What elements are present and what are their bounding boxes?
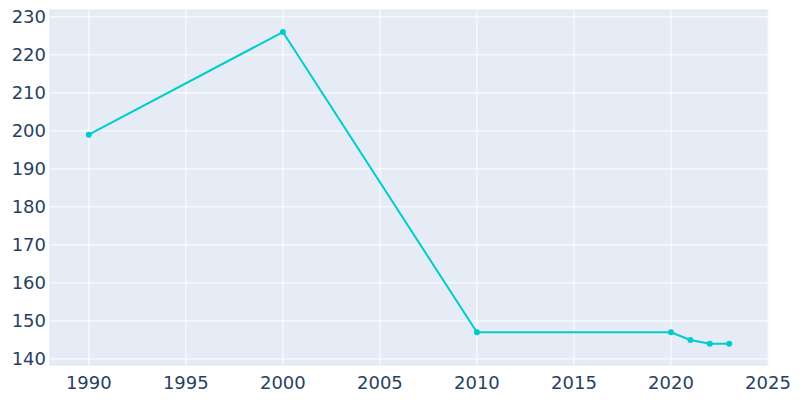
x-tick-label: 2010 <box>454 372 500 393</box>
line <box>89 32 729 344</box>
y-tick-label: 180 <box>12 196 46 217</box>
y-grid-line <box>50 244 768 245</box>
y-tick-label: 220 <box>12 44 46 65</box>
x-grid-line <box>88 10 89 365</box>
x-grid-line <box>185 10 186 365</box>
marker <box>668 329 674 335</box>
chart: 140 150 160 170 180 190 200 210 220 230 1990 1995 20… <box>0 0 800 400</box>
x-grid-line <box>573 10 574 365</box>
marker <box>687 337 693 343</box>
y-grid-line <box>50 54 768 55</box>
x-tick-label: 1990 <box>66 372 112 393</box>
x-tick-label: 2000 <box>260 372 306 393</box>
y-tick-label: 210 <box>12 82 46 103</box>
y-grid-line <box>50 92 768 93</box>
y-grid-line <box>50 16 768 17</box>
y-grid-line <box>50 130 768 131</box>
series-group <box>86 29 732 347</box>
y-grid-line <box>50 206 768 207</box>
y-tick-label: 190 <box>12 158 46 179</box>
y-grid-line <box>50 320 768 321</box>
x-tick-label: 1995 <box>163 372 209 393</box>
y-grid-line <box>50 168 768 169</box>
marker <box>474 329 480 335</box>
y-grid-line <box>50 358 768 359</box>
marker <box>726 341 732 347</box>
y-tick-label: 170 <box>12 234 46 255</box>
y-tick-label: 140 <box>12 348 46 369</box>
marker <box>280 29 286 35</box>
x-grid-line <box>476 10 477 365</box>
x-grid-line <box>768 10 769 365</box>
y-tick-label: 200 <box>12 120 46 141</box>
x-grid-line <box>670 10 671 365</box>
y-tick-label: 230 <box>12 6 46 27</box>
marker <box>86 132 92 138</box>
y-tick-label: 160 <box>12 272 46 293</box>
plot-background <box>50 10 768 365</box>
x-tick-label: 2005 <box>357 372 403 393</box>
x-grid-line <box>379 10 380 365</box>
x-tick-label: 2025 <box>745 372 791 393</box>
marker <box>707 341 713 347</box>
x-tick-label: 2020 <box>648 372 694 393</box>
y-grid-line <box>50 282 768 283</box>
x-grid-line <box>282 10 283 365</box>
y-tick-label: 150 <box>12 310 46 331</box>
x-tick-label: 2015 <box>551 372 597 393</box>
